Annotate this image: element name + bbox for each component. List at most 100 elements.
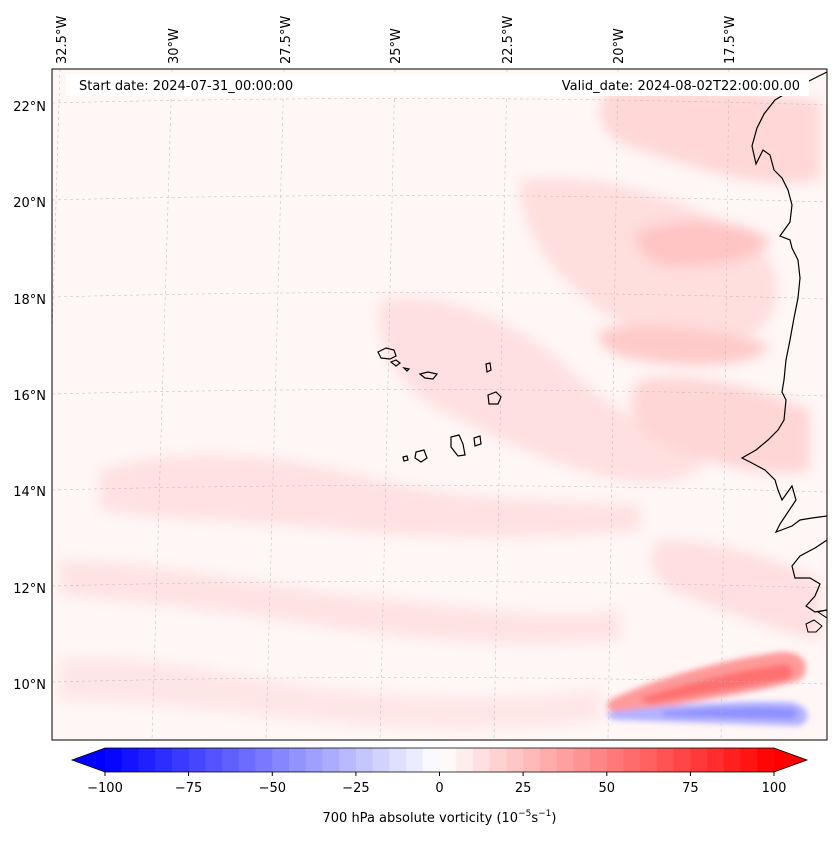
colorbar-swatch	[222, 748, 240, 772]
meridian-25w	[379, 69, 396, 740]
colorbar-tick-label: 100	[762, 781, 787, 796]
colorbar-swatch	[472, 748, 491, 772]
colorbar: −100 −75 −50 −25 0 25 50 75 100 700 hPa …	[70, 747, 809, 826]
west-africa-coastline	[740, 71, 827, 534]
colorbar-ticks: −100 −75 −50 −25 0 25 50 75 100	[87, 772, 786, 796]
colorbar-label-mid: s	[531, 811, 538, 826]
cabo-verde-islands	[377, 347, 502, 463]
colorbar-swatch	[489, 748, 508, 772]
colorbar-swatch	[355, 748, 374, 772]
meridian-20w	[607, 69, 619, 740]
lat-label-10n: 10°N	[13, 678, 46, 693]
colorbar-swatch	[272, 748, 290, 772]
colorbar-swatch	[506, 748, 524, 772]
colorbar-tick-label: −25	[342, 781, 369, 796]
lon-label-27-5w: 27.5°W	[279, 16, 294, 64]
valid-date-label: Valid_date: 2024-08-02T22:00:00.00	[562, 79, 800, 94]
lon-label-22-5w: 22.5°W	[501, 16, 516, 64]
colorbar-tick-label: 25	[515, 781, 532, 796]
colorbar-swatch	[590, 748, 608, 772]
colorbar-swatch	[523, 748, 541, 772]
colorbar-swatch	[556, 748, 574, 772]
header-bar	[66, 74, 809, 96]
island-boa-vista	[487, 391, 502, 405]
colorbar-swatch	[573, 748, 591, 772]
colorbar-swatch	[305, 748, 324, 772]
lon-label-17-5w: 17.5°W	[723, 16, 738, 64]
colorbar-swatch	[757, 748, 775, 772]
colorbar-max-arrow	[774, 748, 807, 772]
colorbar-tick-label: −75	[175, 781, 202, 796]
colorbar-tick-label: 50	[599, 781, 616, 796]
island-santiago	[450, 434, 466, 457]
colorbar-swatch	[656, 748, 675, 772]
map-frame	[51, 68, 828, 741]
colorbar-swatch	[171, 748, 190, 772]
vorticity-band-southwest	[60, 560, 620, 644]
vorticity-dipole	[606, 651, 808, 726]
colorbar-swatch	[640, 748, 658, 772]
colorbar-swatch	[105, 748, 123, 772]
vorticity-positive-core	[640, 664, 793, 704]
island-sao-vicente	[389, 359, 401, 367]
vorticity-band-northeast	[600, 86, 820, 183]
colorbar-swatch	[339, 748, 357, 772]
colorbar-tick-label: 0	[435, 781, 443, 796]
parallel-14n	[52, 485, 827, 493]
meridian-17-5w	[720, 69, 730, 740]
colorbar-swatches	[105, 748, 775, 772]
vorticity-band-coast	[651, 540, 820, 640]
colorbar-label-suffix: )	[551, 811, 556, 826]
colorbar-swatch	[623, 748, 641, 772]
vorticity-streak-2	[599, 325, 770, 365]
vorticity-band-south	[60, 657, 600, 730]
colorbar-swatch	[389, 748, 407, 772]
longitude-labels: 32.5°W 30°W 27.5°W 25°W 22.5°W 20°W 17.5…	[55, 16, 738, 64]
colorbar-swatch	[121, 748, 140, 772]
meridian-30w	[151, 69, 173, 740]
colorbar-label-sup1: −5	[518, 809, 531, 819]
west-africa-coastline-south	[791, 539, 827, 613]
colorbar-tick-label: 75	[682, 781, 699, 796]
gridlines	[52, 69, 827, 740]
lat-label-14n: 14°N	[13, 485, 46, 500]
colorbar-swatch	[439, 748, 457, 772]
colorbar-min-arrow	[72, 748, 105, 772]
map-panel	[52, 69, 827, 740]
colorbar-swatch	[205, 748, 223, 772]
lat-label-16n: 16°N	[13, 389, 46, 404]
lat-label-22n: 22°N	[13, 100, 46, 115]
colorbar-swatch	[690, 748, 708, 772]
lat-label-20n: 20°N	[13, 196, 46, 211]
colorbar-swatch	[255, 748, 273, 772]
colorbar-swatch	[606, 748, 625, 772]
meridian-27-5w	[265, 69, 285, 740]
lon-label-20w: 20°W	[612, 28, 627, 64]
colorbar-label-prefix: 700 hPa absolute vorticity (10	[323, 811, 519, 826]
colorbar-label-sup2: −1	[538, 809, 551, 819]
vorticity-band-east	[631, 377, 810, 473]
colorbar-swatch	[406, 748, 424, 772]
lat-label-18n: 18°N	[13, 293, 46, 308]
vorticity-field	[60, 86, 820, 730]
colorbar-swatch	[188, 748, 206, 772]
vorticity-streak-1	[636, 221, 770, 267]
island-santa-luzia	[402, 367, 411, 372]
island-sao-nicolau	[418, 371, 439, 380]
vorticity-negative-core	[660, 707, 798, 719]
colorbar-swatch	[238, 748, 257, 772]
latitude-labels: 22°N 20°N 18°N 16°N 14°N 12°N 10°N	[13, 100, 46, 693]
colorbar-swatch	[422, 748, 441, 772]
island-brava	[402, 455, 409, 462]
colorbar-swatch	[456, 748, 474, 772]
lon-label-32-5w: 32.5°W	[55, 16, 70, 64]
meridian-22-5w	[493, 69, 508, 740]
start-date-label: Start date: 2024-07-31_00:00:00	[79, 79, 293, 94]
parallel-16n	[52, 389, 827, 397]
lat-label-12n: 12°N	[13, 582, 46, 597]
colorbar-tick-label: −50	[259, 781, 286, 796]
island-santo-antao	[377, 347, 397, 360]
bijagos-islands	[805, 609, 827, 633]
colorbar-swatch	[138, 748, 156, 772]
lon-label-25w: 25°W	[389, 28, 404, 64]
